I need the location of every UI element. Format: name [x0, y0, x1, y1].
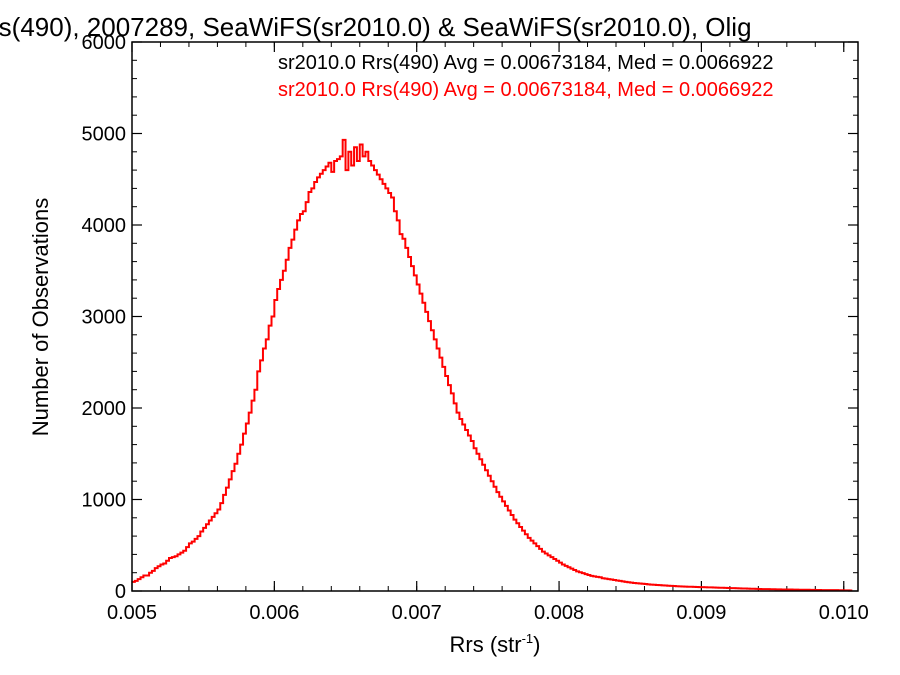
y-tick-label: 5000 — [82, 124, 127, 146]
y-tick-label: 6000 — [82, 32, 127, 54]
x-axis-label-main: Rrs (str — [450, 632, 522, 657]
x-axis-label-close: ) — [533, 632, 540, 657]
y-tick-label: 1000 — [82, 490, 127, 512]
histogram-series-0 — [132, 138, 853, 592]
y-tick-label: 4000 — [82, 215, 127, 237]
x-tick-label: 0.010 — [819, 602, 869, 624]
x-tick-label: 0.005 — [107, 602, 157, 624]
chart-title: rs(490), 2007289, SeaWiFS(sr2010.0) & Se… — [0, 12, 752, 42]
y-axis-ticks: 0 1000 2000 3000 4000 5000 6000 — [82, 32, 858, 603]
x-tick-label: 0.007 — [392, 602, 442, 624]
x-tick-label: 0.006 — [249, 602, 299, 624]
x-tick-label: 0.009 — [676, 602, 726, 624]
x-tick-label: 0.008 — [534, 602, 584, 624]
y-axis-label: Number of Observations — [28, 198, 53, 436]
plot-frame — [131, 41, 859, 592]
x-axis-ticks: 0.005 0.006 0.007 0.008 0.009 0.010 — [107, 42, 869, 624]
legend-entry-0: sr2010.0 Rrs(490) Avg = 0.00673184, Med … — [278, 52, 774, 74]
series-layer — [132, 138, 853, 592]
y-tick-label: 2000 — [82, 398, 127, 420]
x-axis-label-sup: -1 — [522, 631, 534, 646]
x-axis-label: Rrs (str-1) — [450, 631, 541, 657]
legend-entry-1: sr2010.0 Rrs(490) Avg = 0.00673184, Med … — [278, 79, 774, 101]
y-tick-label: 0 — [115, 581, 126, 603]
y-tick-label: 3000 — [82, 307, 127, 329]
legend: sr2010.0 Rrs(490) Avg = 0.00673184, Med … — [278, 52, 774, 101]
